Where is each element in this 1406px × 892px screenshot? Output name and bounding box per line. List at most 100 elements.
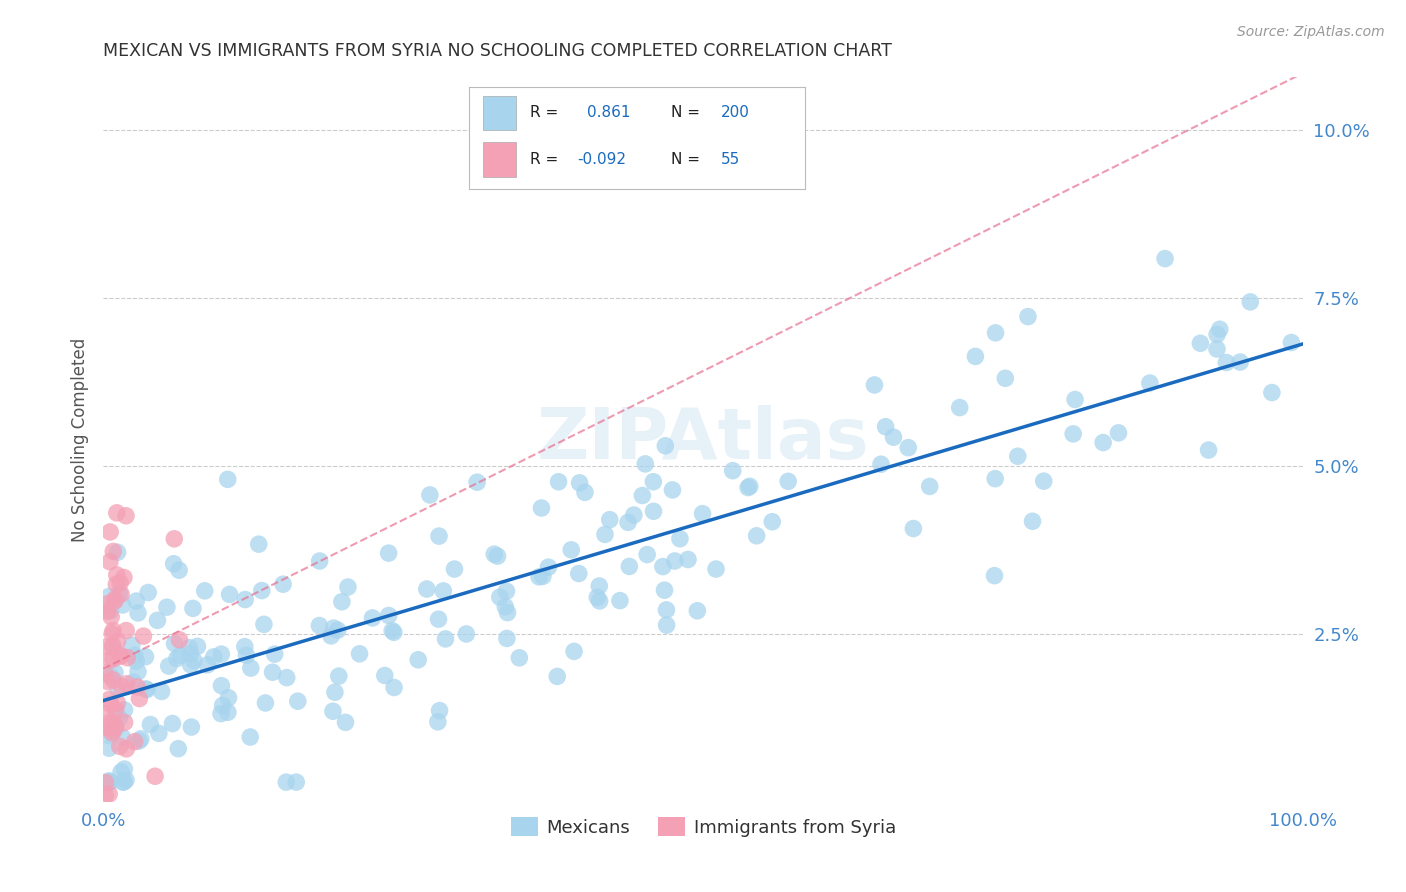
Point [643, 504, 665, 518]
Point [117, 650, 139, 665]
Point [322, 621, 344, 635]
Point [115, 624, 138, 638]
Text: ZIPAtlas: ZIPAtlas [537, 405, 869, 474]
Point [127, 606, 149, 620]
Point [745, 529, 768, 543]
Point [486, 549, 509, 563]
Point [568, 566, 591, 581]
Point [97, 674, 120, 689]
Point [105, 568, 128, 582]
Point [94, 775, 117, 789]
Point [426, 714, 449, 729]
Point [623, 508, 645, 522]
Point [98, 741, 121, 756]
Point [169, 648, 191, 663]
Point [104, 592, 127, 607]
Point [124, 734, 146, 748]
Point [218, 587, 240, 601]
Point [98, 692, 121, 706]
Point [456, 627, 478, 641]
Point [211, 698, 233, 713]
Point [98, 787, 121, 801]
Point [98, 714, 121, 729]
Point [163, 532, 186, 546]
Point [419, 488, 441, 502]
Point [98, 729, 121, 743]
Point [101, 639, 124, 653]
Point [271, 577, 294, 591]
Point [103, 715, 125, 730]
Point [1189, 336, 1212, 351]
Point [496, 632, 519, 646]
Point [484, 547, 506, 561]
Point [217, 706, 239, 720]
Point [122, 675, 145, 690]
Point [112, 775, 135, 789]
Point [593, 527, 616, 541]
Point [361, 611, 384, 625]
Point [114, 715, 136, 730]
Point [654, 583, 676, 598]
Point [112, 762, 135, 776]
Point [104, 722, 127, 736]
Point [112, 570, 135, 584]
Point [262, 665, 284, 680]
Point [125, 654, 148, 668]
Point [381, 624, 404, 638]
Point [101, 652, 124, 666]
Point [496, 606, 519, 620]
Point [233, 640, 256, 654]
Point [180, 720, 202, 734]
Point [328, 669, 350, 683]
Point [432, 583, 454, 598]
Point [183, 654, 205, 668]
Point [239, 661, 262, 675]
Point [527, 570, 550, 584]
Point [330, 595, 353, 609]
Point [115, 742, 138, 756]
Point [870, 457, 893, 471]
Point [148, 726, 170, 740]
Point [263, 647, 285, 661]
Point [1092, 435, 1115, 450]
Point [1139, 376, 1161, 390]
Point [599, 513, 621, 527]
Point [669, 532, 692, 546]
Point [276, 671, 298, 685]
Point [488, 590, 510, 604]
Point [247, 537, 270, 551]
Point [94, 789, 117, 803]
Point [115, 677, 138, 691]
Point [1064, 392, 1087, 407]
Point [465, 475, 488, 490]
Point [643, 475, 665, 489]
Point [100, 698, 122, 712]
Point [129, 731, 152, 746]
Point [631, 489, 654, 503]
Point [983, 568, 1005, 582]
Point [127, 680, 149, 694]
Point [1017, 310, 1039, 324]
Point [427, 612, 450, 626]
Point [179, 640, 201, 655]
Point [676, 552, 699, 566]
Point [704, 562, 727, 576]
Point [239, 730, 262, 744]
Point [738, 479, 761, 493]
Point [134, 649, 156, 664]
Point [186, 640, 208, 654]
Point [875, 419, 897, 434]
Point [181, 601, 204, 615]
Point [336, 580, 359, 594]
Point [349, 647, 371, 661]
Point [1239, 294, 1261, 309]
Point [167, 741, 190, 756]
Point [114, 703, 136, 717]
Point [125, 594, 148, 608]
Point [111, 598, 134, 612]
Point [101, 624, 124, 638]
Point [1215, 355, 1237, 369]
Point [254, 696, 277, 710]
Point [101, 723, 124, 737]
Point [406, 653, 429, 667]
